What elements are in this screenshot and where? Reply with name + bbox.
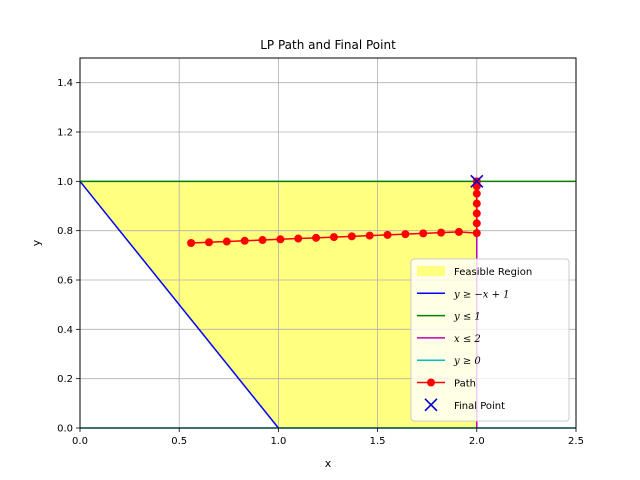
legend-entry: Feasible Region bbox=[417, 266, 532, 278]
x-axis-label: x bbox=[325, 457, 332, 470]
legend-label: y ≥ 0 bbox=[453, 356, 481, 367]
legend-box bbox=[410, 258, 570, 422]
legend-entry: y ≤ 1 bbox=[417, 312, 481, 323]
plot-area: 0.0 0.5 1.0 1.5 2.0 2.5 0.0 0.2 0.4 0.6 0.8 1.0 1.2 1… bbox=[57, 57, 584, 447]
path-point bbox=[312, 233, 321, 242]
legend-label: y ≤ 1 bbox=[453, 312, 481, 323]
y-tick-label: 1.2 bbox=[57, 128, 73, 139]
legend-label: Feasible Region bbox=[454, 267, 532, 278]
legend-entry: Final Point bbox=[424, 398, 505, 412]
path-point bbox=[472, 199, 481, 208]
axes-frame bbox=[79, 57, 577, 429]
y-tick-label: 1.0 bbox=[57, 177, 73, 188]
legend-entry: y ≥ 0 bbox=[417, 356, 481, 367]
legend-entry: y ≥ −x + 1 bbox=[417, 289, 510, 300]
legend-label: y ≥ −x + 1 bbox=[453, 289, 510, 300]
x-tick-label: 1.0 bbox=[270, 436, 286, 447]
x-tick-label: 0.5 bbox=[171, 436, 187, 447]
path-point bbox=[365, 231, 374, 240]
legend-swatch bbox=[417, 266, 445, 276]
legend-marker bbox=[427, 378, 435, 387]
path-point bbox=[472, 229, 481, 238]
legend-label: x ≤ 2 bbox=[454, 334, 481, 345]
y-tick-label: 0.2 bbox=[57, 374, 73, 385]
x-tick-label: 2.0 bbox=[469, 436, 485, 447]
y-tick-label: 1.4 bbox=[57, 78, 73, 89]
legend-entry: x ≤ 2 bbox=[417, 334, 481, 345]
final-point-marker bbox=[470, 174, 484, 188]
constraint-line-1 bbox=[79, 180, 279, 429]
y-tick-label: 0.8 bbox=[57, 226, 73, 237]
path-point bbox=[401, 230, 410, 239]
path-point bbox=[187, 239, 196, 247]
legend-label: Final Point bbox=[454, 401, 505, 412]
path-point bbox=[294, 234, 303, 243]
y-tick-label: 0.6 bbox=[57, 276, 73, 287]
path-point bbox=[222, 237, 231, 246]
x-tick-label: 2.5 bbox=[568, 436, 584, 447]
path-point bbox=[276, 235, 285, 244]
legend-label: Path bbox=[454, 379, 476, 390]
x-tick-label: 0.0 bbox=[72, 436, 88, 447]
y-axis-label: y bbox=[30, 239, 43, 246]
path-point bbox=[329, 233, 338, 242]
path-point bbox=[204, 238, 213, 247]
legend-entry: Path bbox=[417, 378, 476, 390]
legend: Feasible Region y ≥ −x + 1 y ≤ 1 x ≤ 2 y ≥ 0… bbox=[410, 258, 570, 422]
path-point bbox=[258, 236, 267, 245]
path-point bbox=[240, 236, 249, 245]
path-point bbox=[347, 232, 356, 241]
path-point bbox=[437, 228, 446, 237]
path-point bbox=[472, 219, 481, 228]
path-point bbox=[419, 229, 428, 238]
x-tick-label: 1.5 bbox=[370, 436, 386, 447]
chart-title: LP Path and Final Point bbox=[260, 38, 396, 52]
path-point bbox=[472, 209, 481, 218]
path-point bbox=[472, 189, 481, 198]
legend-marker bbox=[424, 398, 438, 412]
y-tick-label: 0.4 bbox=[57, 325, 73, 336]
path-point bbox=[454, 227, 463, 236]
path-point bbox=[383, 230, 392, 239]
y-tick-label: 0.0 bbox=[57, 424, 73, 435]
